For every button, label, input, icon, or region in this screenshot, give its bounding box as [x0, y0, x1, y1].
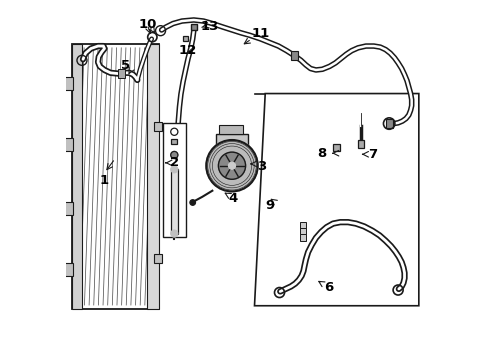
Circle shape — [170, 166, 178, 173]
Text: 4: 4 — [228, 192, 237, 205]
Bar — [72, 44, 82, 309]
Text: 9: 9 — [264, 198, 273, 212]
Circle shape — [189, 200, 195, 205]
Text: 1: 1 — [100, 174, 109, 186]
Bar — [154, 122, 162, 131]
Bar — [171, 139, 177, 144]
Circle shape — [170, 230, 178, 237]
Bar — [170, 169, 178, 234]
Text: 10: 10 — [138, 18, 156, 31]
Bar — [147, 44, 159, 309]
Bar — [118, 69, 124, 78]
Bar — [63, 77, 73, 90]
Bar — [190, 23, 197, 30]
Bar — [72, 44, 159, 309]
Bar — [183, 36, 188, 41]
Bar — [357, 140, 363, 148]
Text: 12: 12 — [178, 44, 196, 57]
Bar — [219, 125, 242, 134]
Circle shape — [228, 162, 235, 169]
Circle shape — [218, 152, 245, 179]
Bar — [290, 51, 298, 60]
Bar — [332, 144, 340, 152]
Bar — [299, 228, 305, 234]
Bar — [299, 234, 305, 241]
Circle shape — [206, 140, 257, 192]
Text: 2: 2 — [170, 156, 179, 169]
Text: 7: 7 — [367, 148, 376, 161]
Text: 11: 11 — [251, 27, 269, 40]
Text: 3: 3 — [257, 160, 266, 173]
Text: 8: 8 — [317, 147, 326, 160]
Bar — [299, 222, 305, 228]
Text: 13: 13 — [200, 20, 219, 33]
Text: 6: 6 — [323, 281, 332, 294]
Bar — [63, 263, 73, 276]
Bar — [216, 134, 247, 157]
Bar — [385, 119, 392, 128]
Bar — [163, 123, 185, 237]
Bar — [63, 202, 73, 215]
Bar — [154, 254, 162, 263]
Circle shape — [170, 152, 178, 158]
Bar — [63, 138, 73, 151]
Polygon shape — [254, 94, 418, 306]
Text: 5: 5 — [121, 59, 130, 72]
